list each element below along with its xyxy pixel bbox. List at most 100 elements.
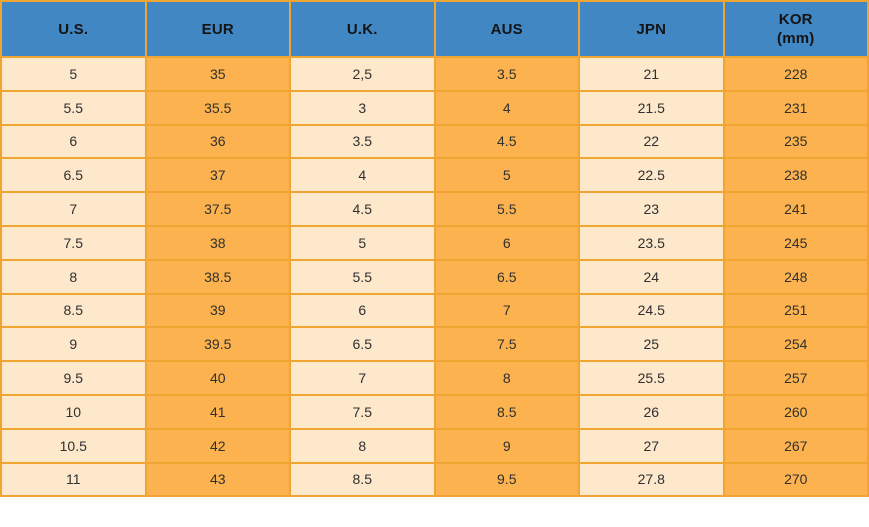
table-cell: 8.5 <box>0 292 147 329</box>
table-cell: 39 <box>144 292 291 329</box>
table-cell: 7 <box>0 191 147 227</box>
table-cell: 3 <box>289 89 436 126</box>
table-cell: 24 <box>578 258 725 295</box>
table-cell: 251 <box>722 292 869 329</box>
table-row: 7.5 38 5 6 23.5 245 <box>0 224 869 261</box>
table-cell: 21 <box>578 56 725 92</box>
table-cell: 254 <box>722 326 869 363</box>
table-cell: 4.5 <box>433 123 580 160</box>
table-cell: 6 <box>433 224 580 261</box>
table-cell: 22.5 <box>578 157 725 194</box>
table-cell: 8.5 <box>433 393 580 430</box>
table-row: 9 39.5 6.5 7.5 25 254 <box>0 326 869 363</box>
shoe-size-conversion-table: U.S. EUR U.K. AUS JPN KOR (mm) 5 35 2,5 3.5… <box>0 0 869 498</box>
table-cell: 11 <box>0 461 147 498</box>
table-cell: 5.5 <box>289 258 436 295</box>
table-body: 5 35 2,5 3.5 21 228 5.5 35.5 3 4 21.5 231 6 36 3.5 4.5 2… <box>0 56 869 498</box>
table-cell: 8 <box>0 258 147 295</box>
table-cell: 25.5 <box>578 360 725 396</box>
table-cell: 41 <box>144 393 291 430</box>
table-cell: 228 <box>722 56 869 92</box>
table-cell: 35.5 <box>144 89 291 126</box>
table-cell: 9 <box>433 427 580 464</box>
table-cell: 22 <box>578 123 725 160</box>
table-cell: 5 <box>289 224 436 261</box>
table-row: 8.5 39 6 7 24.5 251 <box>0 292 869 329</box>
table-cell: 37 <box>144 157 291 194</box>
table-header: U.S. EUR U.K. AUS JPN KOR (mm) <box>0 0 869 58</box>
kor-unit-label: (mm) <box>777 30 815 47</box>
table-row: 10.5 42 8 9 27 267 <box>0 427 869 464</box>
table-row: 6.5 37 4 5 22.5 238 <box>0 157 869 194</box>
table-cell: 5.5 <box>433 191 580 227</box>
table-cell: 5 <box>0 56 147 92</box>
table-cell: 23.5 <box>578 224 725 261</box>
header-cell-eur: EUR <box>144 0 291 58</box>
table-cell: 39.5 <box>144 326 291 363</box>
table-cell: 235 <box>722 123 869 160</box>
table-cell: 248 <box>722 258 869 295</box>
table-cell: 5 <box>433 157 580 194</box>
header-row: U.S. EUR U.K. AUS JPN KOR (mm) <box>0 0 869 58</box>
table-cell: 6 <box>289 292 436 329</box>
table-cell: 26 <box>578 393 725 430</box>
table-cell: 8 <box>289 427 436 464</box>
header-cell-uk: U.K. <box>289 0 436 58</box>
table-cell: 5.5 <box>0 89 147 126</box>
table-row: 11 43 8.5 9.5 27.8 270 <box>0 461 869 498</box>
table-cell: 27.8 <box>578 461 725 498</box>
table-cell: 241 <box>722 191 869 227</box>
table-row: 8 38.5 5.5 6.5 24 248 <box>0 258 869 295</box>
table-row: 5.5 35.5 3 4 21.5 231 <box>0 89 869 126</box>
table-cell: 7 <box>433 292 580 329</box>
table-cell: 267 <box>722 427 869 464</box>
table-cell: 4 <box>289 157 436 194</box>
table-cell: 3.5 <box>433 56 580 92</box>
table-cell: 37.5 <box>144 191 291 227</box>
table-cell: 2,5 <box>289 56 436 92</box>
table-cell: 6.5 <box>289 326 436 363</box>
table-cell: 43 <box>144 461 291 498</box>
table-cell: 38 <box>144 224 291 261</box>
table-cell: 35 <box>144 56 291 92</box>
table-cell: 25 <box>578 326 725 363</box>
header-cell-aus: AUS <box>433 0 580 58</box>
table-cell: 10.5 <box>0 427 147 464</box>
table-cell: 238 <box>722 157 869 194</box>
table-cell: 8 <box>433 360 580 396</box>
table-cell: 38.5 <box>144 258 291 295</box>
table-cell: 9.5 <box>0 360 147 396</box>
table-row: 10 41 7.5 8.5 26 260 <box>0 393 869 430</box>
table-cell: 40 <box>144 360 291 396</box>
header-cell-us: U.S. <box>0 0 147 58</box>
table-cell: 6.5 <box>433 258 580 295</box>
table-row: 7 37.5 4.5 5.5 23 241 <box>0 191 869 227</box>
table-cell: 260 <box>722 393 869 430</box>
kor-label: KOR <box>778 11 813 28</box>
table-cell: 42 <box>144 427 291 464</box>
table-cell: 270 <box>722 461 869 498</box>
table-cell: 245 <box>722 224 869 261</box>
table-cell: 6.5 <box>0 157 147 194</box>
header-cell-kor: KOR (mm) <box>722 0 869 58</box>
table-cell: 4 <box>433 89 580 126</box>
table-cell: 257 <box>722 360 869 396</box>
table-cell: 7.5 <box>433 326 580 363</box>
table-row: 6 36 3.5 4.5 22 235 <box>0 123 869 160</box>
table-cell: 8.5 <box>289 461 436 498</box>
table-cell: 3.5 <box>289 123 436 160</box>
table-cell: 9.5 <box>433 461 580 498</box>
header-cell-jpn: JPN <box>578 0 725 58</box>
table-cell: 4.5 <box>289 191 436 227</box>
table-row: 5 35 2,5 3.5 21 228 <box>0 56 869 92</box>
table-cell: 21.5 <box>578 89 725 126</box>
table-cell: 9 <box>0 326 147 363</box>
table-cell: 7 <box>289 360 436 396</box>
table-row: 9.5 40 7 8 25.5 257 <box>0 360 869 396</box>
table-cell: 10 <box>0 393 147 430</box>
table-cell: 36 <box>144 123 291 160</box>
table-cell: 23 <box>578 191 725 227</box>
table-cell: 7.5 <box>0 224 147 261</box>
table-cell: 7.5 <box>289 393 436 430</box>
